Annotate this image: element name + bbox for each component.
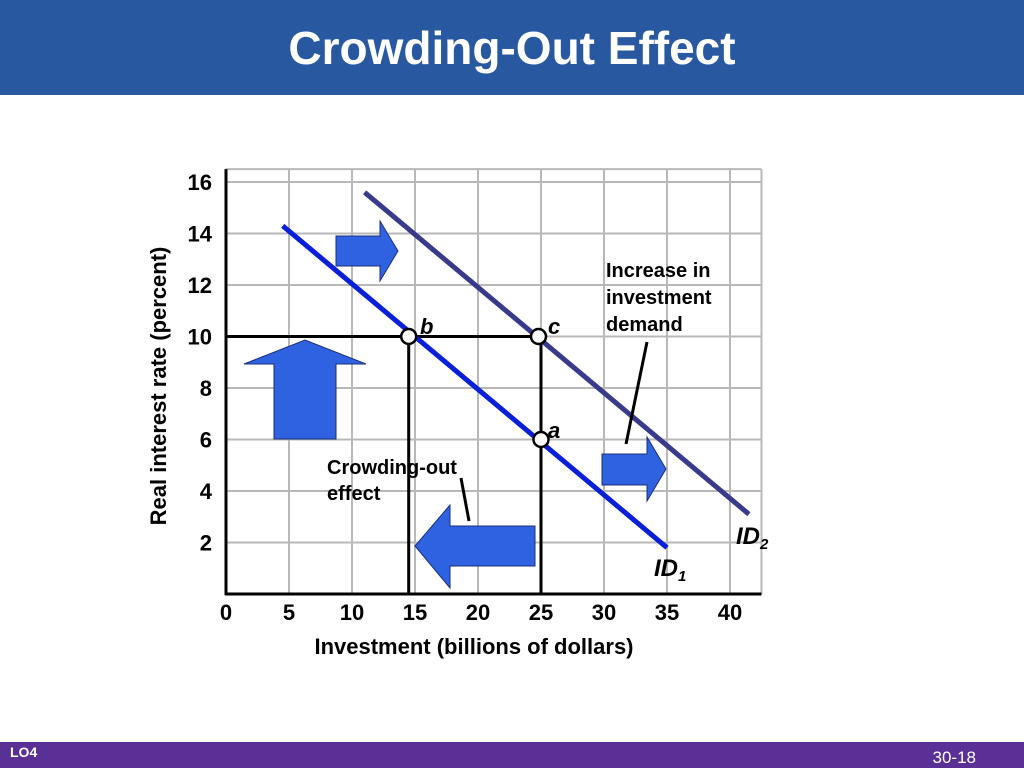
annotation-increase-line: demand [606,314,683,336]
point-b [399,327,418,346]
y-tick-label: 14 [188,222,213,247]
y-tick-label: 6 [200,428,212,453]
slide-number: 30-18 [932,748,976,767]
page-title: Crowding-Out Effect [288,22,736,74]
annotation-increase-line: investment [606,287,712,309]
x-tick-label: 20 [466,600,490,625]
annotation-increase-pointer [624,341,649,445]
series-label-id1: ID1 [654,555,686,585]
series-line-id2 [362,190,751,517]
annotation-crowding-pointer [459,477,471,522]
y-axis-title: Real interest rate (percent) [146,247,171,526]
y-tick-label: 16 [188,170,212,195]
y-tick-label: 12 [188,273,212,298]
annotation-crowding-line: effect [327,483,381,505]
title-bar [0,0,1024,95]
shift-right-arrow-top [335,219,399,283]
series-label-id1-main: ID [654,555,678,582]
series-label-id2-main: ID [736,523,760,550]
series-label-id2: ID2 [736,523,769,553]
x-tick-label: 5 [283,600,295,625]
x-tick-label: 30 [592,600,616,625]
point-label-b: b [420,314,433,339]
x-tick-label: 0 [220,600,232,625]
x-tick-label: 40 [718,600,742,625]
series-label-id1-sub: 1 [678,568,686,585]
shift-right-arrow-bottom [601,435,667,503]
y-tick-label: 8 [200,376,212,401]
learning-objective-label: LO4 [10,744,38,760]
x-tick-label: 15 [403,600,427,625]
y-tick-label: 10 [188,325,212,350]
series-label-id2-sub: 2 [759,536,769,553]
annotation-increase-line: Increase in [606,260,711,282]
point-label-a: a [548,418,560,443]
investment-decrease-arrow [414,503,536,590]
y-tick-label: 4 [200,479,213,504]
annotation-crowding-line: Crowding-out [327,457,457,479]
series-line-id1 [281,223,669,550]
x-axis-title: Investment (billions of dollars) [314,634,633,659]
x-tick-label: 35 [655,600,679,625]
x-tick-label: 10 [340,600,364,625]
footer-bar [0,742,1024,768]
x-tick-label: 25 [529,600,553,625]
point-c [529,327,548,346]
interest-rate-up-arrow [243,339,367,440]
y-tick-label: 2 [200,531,212,556]
point-a [532,430,550,449]
point-label-c: c [548,314,560,339]
